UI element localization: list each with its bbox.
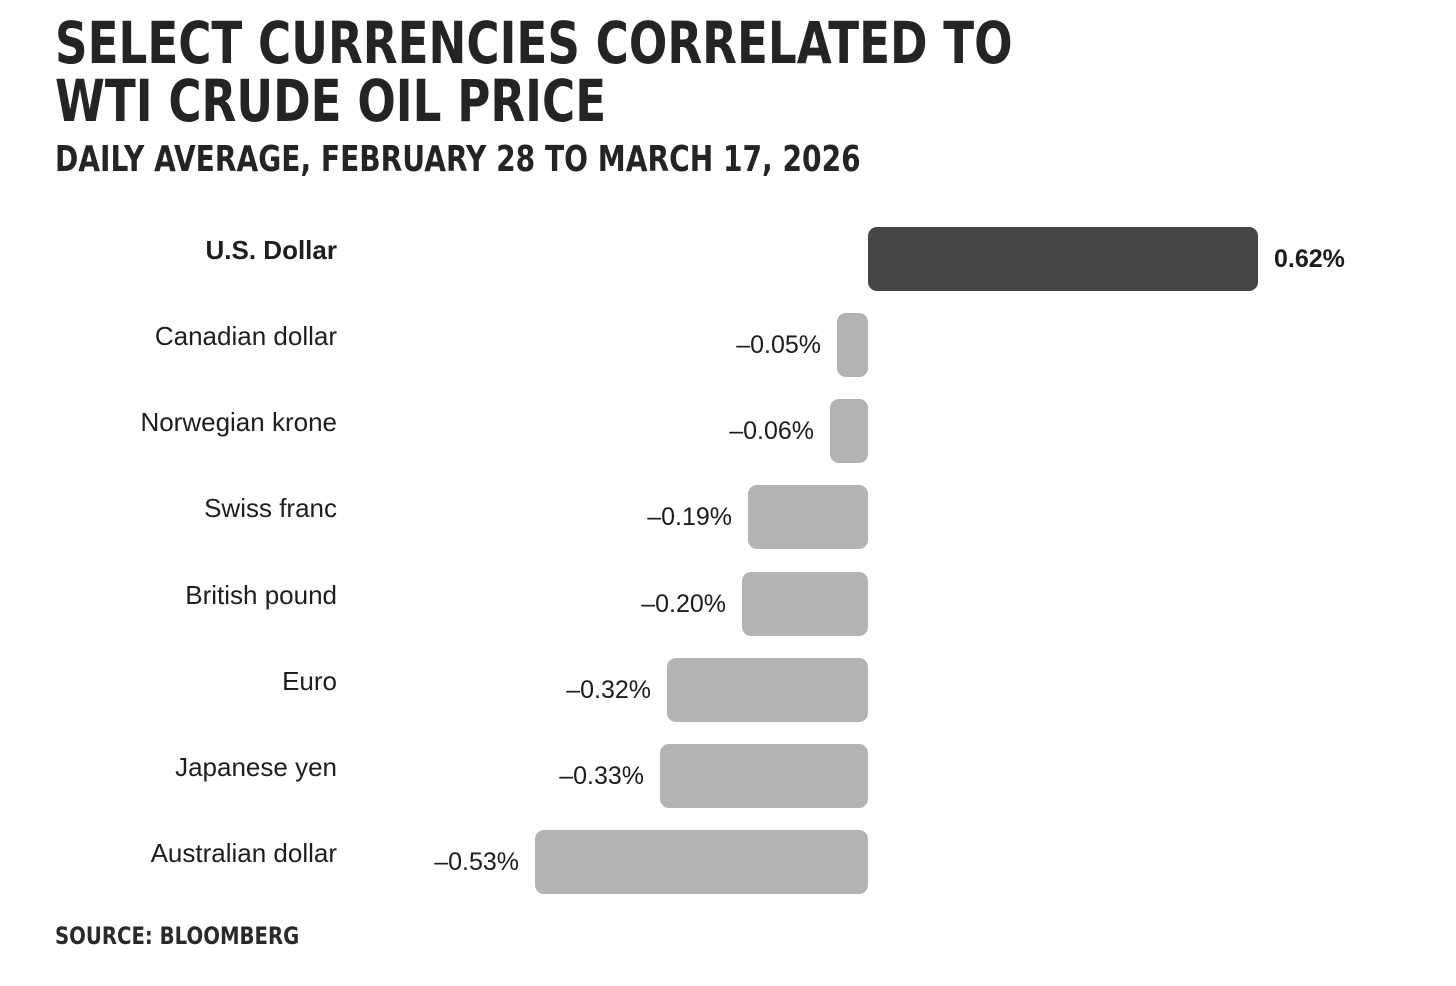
- bar: [830, 399, 868, 463]
- category-label: Norwegian krone: [140, 407, 337, 437]
- value-label: –0.20%: [641, 590, 726, 618]
- chart-title-line-1: SELECT CURRENCIES CORRELATED TO: [55, 9, 1013, 77]
- value-label: 0.62%: [1274, 245, 1345, 273]
- value-label: –0.05%: [736, 331, 821, 359]
- value-label: –0.06%: [729, 417, 814, 445]
- bar: [742, 572, 868, 636]
- value-label: –0.32%: [566, 676, 651, 704]
- category-label: Australian dollar: [150, 838, 337, 868]
- bar: [667, 658, 868, 722]
- source-note: SOURCE: BLOOMBERG: [55, 922, 300, 950]
- bar: [837, 313, 868, 377]
- category-label: U.S. Dollar: [205, 235, 337, 265]
- category-label: Canadian dollar: [154, 321, 337, 351]
- value-label: –0.53%: [434, 848, 519, 876]
- chart-title-line-2: WTI CRUDE OIL PRICE: [55, 67, 607, 135]
- value-label: –0.33%: [559, 762, 644, 790]
- chart-subtitle: DAILY AVERAGE, FEBRUARY 28 TO MARCH 17, …: [55, 139, 861, 180]
- category-label: British pound: [185, 580, 337, 610]
- bar: [660, 744, 868, 808]
- category-label: Japanese yen: [175, 752, 337, 782]
- chart-title: SELECT CURRENCIES CORRELATED TO WTI CRUD…: [55, 14, 1013, 130]
- bar: [868, 227, 1258, 291]
- value-label: –0.19%: [647, 503, 732, 531]
- category-label: Euro: [282, 666, 337, 696]
- bar: [535, 830, 868, 894]
- bar: [748, 485, 868, 549]
- category-label: Swiss franc: [204, 493, 337, 523]
